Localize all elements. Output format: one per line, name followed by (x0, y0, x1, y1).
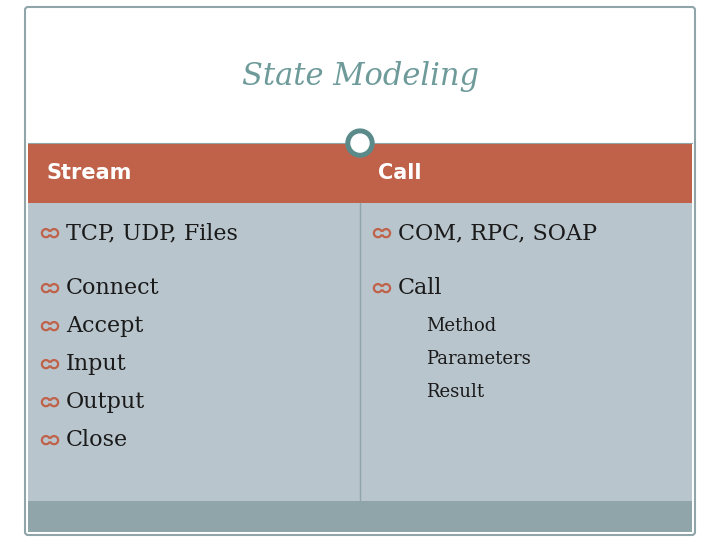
Text: Call: Call (398, 277, 443, 299)
Text: Method: Method (426, 317, 496, 335)
Bar (28, 10, 692, 143)
Text: Close: Close (66, 429, 128, 451)
Text: Stream: Stream (46, 163, 131, 183)
Text: Output: Output (66, 391, 145, 413)
Text: Input: Input (66, 353, 127, 375)
Circle shape (351, 134, 369, 152)
Text: State Modeling: State Modeling (241, 61, 479, 92)
Circle shape (346, 129, 374, 157)
Bar (28, 501, 692, 532)
Bar (28, 143, 692, 203)
Text: TCP, UDP, Files: TCP, UDP, Files (66, 222, 238, 244)
Text: COM, RPC, SOAP: COM, RPC, SOAP (398, 222, 597, 244)
Text: Parameters: Parameters (426, 350, 531, 368)
Text: Connect: Connect (66, 277, 160, 299)
Text: Call: Call (378, 163, 421, 183)
Bar (28, 203, 692, 501)
Text: Result: Result (426, 383, 484, 401)
Text: Accept: Accept (66, 315, 143, 337)
